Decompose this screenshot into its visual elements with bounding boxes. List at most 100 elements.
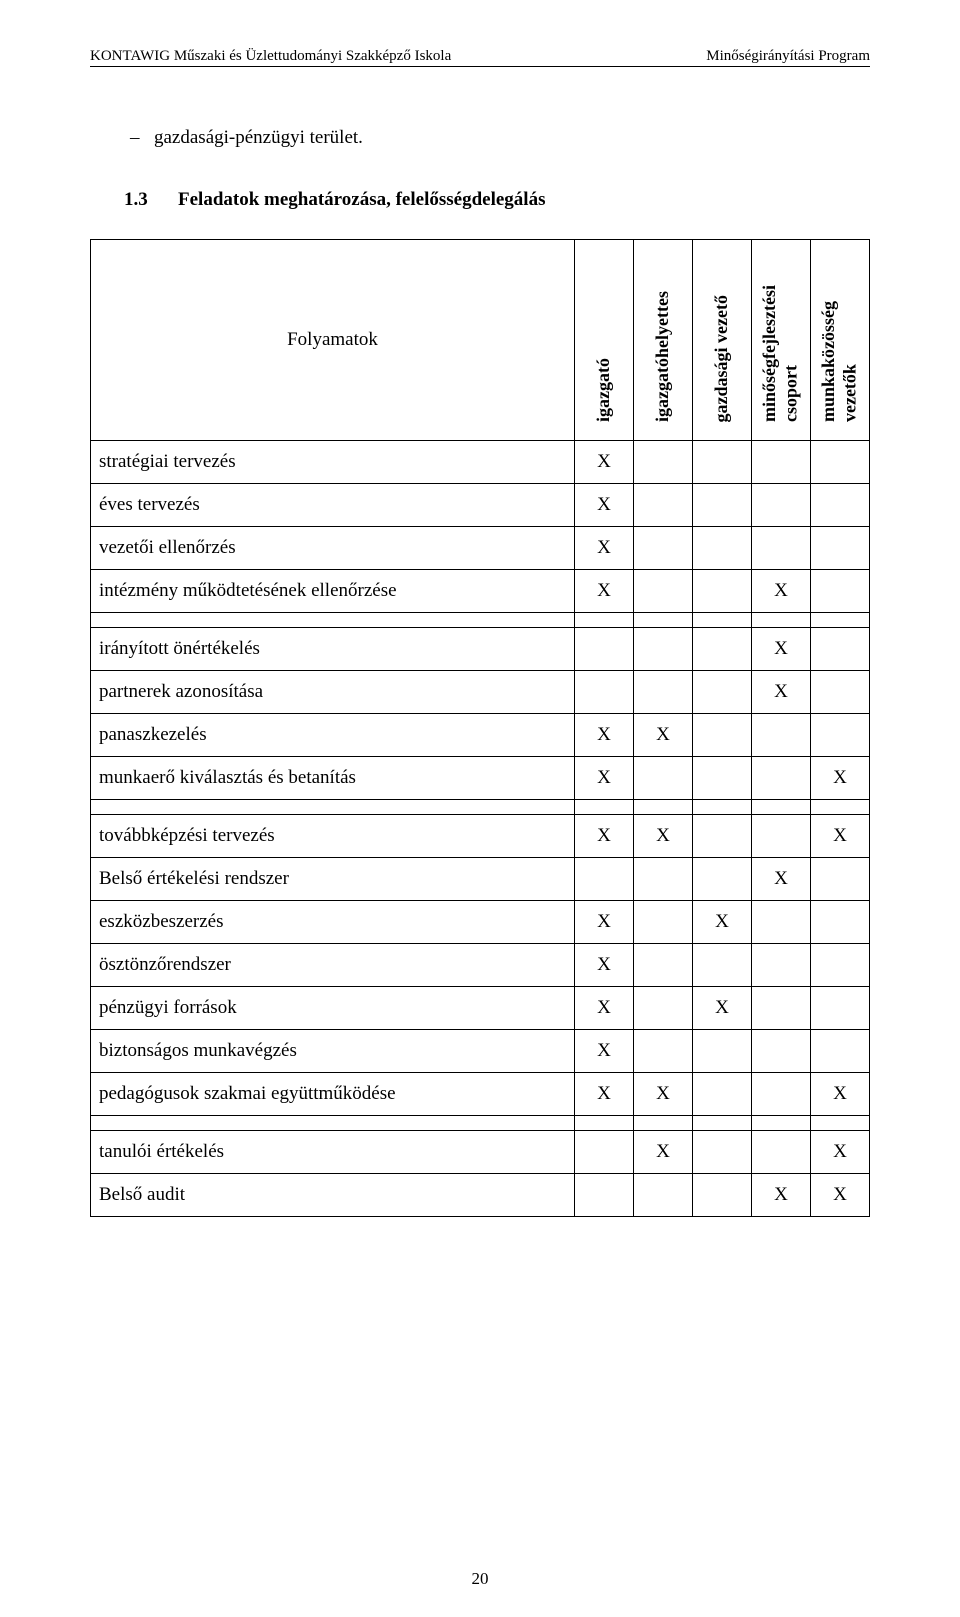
mark-cell: X <box>752 1174 811 1217</box>
row-label: munkaerő kiválasztás és betanítás <box>91 757 575 800</box>
mark-cell: X <box>693 987 752 1030</box>
heading-text: Feladatok meghatározása, felelősségdeleg… <box>178 189 545 211</box>
mark-cell: X <box>634 1073 693 1116</box>
mark-cell: X <box>575 570 634 613</box>
table-head: Folyamatok igazgatóigazgatóhelyettesgazd… <box>91 240 870 441</box>
header-right: Minőségirányítási Program <box>706 48 870 65</box>
mark-cell <box>634 527 693 570</box>
column-header-text: minőségfejlesztési csoport <box>759 275 802 432</box>
mark-cell <box>752 714 811 757</box>
mark-cell <box>811 1030 870 1073</box>
mark-cell <box>693 944 752 987</box>
header-left: KONTAWIG Műszaki és Üzlettudományi Szakk… <box>90 48 451 65</box>
table-row: Belső auditXX <box>91 1174 870 1217</box>
mark-cell <box>811 901 870 944</box>
table-row: biztonságos munkavégzésX <box>91 1030 870 1073</box>
dash-icon: – <box>130 127 154 149</box>
mark-cell: X <box>575 901 634 944</box>
mark-cell <box>634 484 693 527</box>
mark-cell <box>752 944 811 987</box>
mark-cell: X <box>575 484 634 527</box>
mark-cell <box>634 1174 693 1217</box>
mark-cell <box>811 858 870 901</box>
mark-cell: X <box>752 858 811 901</box>
section-heading: 1.3 Feladatok meghatározása, felelősségd… <box>124 189 870 211</box>
mark-cell <box>811 944 870 987</box>
mark-cell <box>752 484 811 527</box>
mark-cell <box>634 858 693 901</box>
group-spacer <box>91 1116 870 1131</box>
mark-cell <box>693 1174 752 1217</box>
mark-cell <box>634 987 693 1030</box>
body-section: – gazdasági-pénzügyi terület. 1.3 Felada… <box>90 127 870 1217</box>
mark-cell <box>752 757 811 800</box>
mark-cell <box>811 671 870 714</box>
mark-cell: X <box>575 757 634 800</box>
mark-cell: X <box>634 1131 693 1174</box>
mark-cell <box>575 671 634 714</box>
mark-cell <box>575 1174 634 1217</box>
table-row: pénzügyi forrásokXX <box>91 987 870 1030</box>
row-label: Belső audit <box>91 1174 575 1217</box>
column-header-text: igazgató <box>593 348 615 432</box>
table-row: partnerek azonosításaX <box>91 671 870 714</box>
mark-cell: X <box>811 1073 870 1116</box>
column-header-text: igazgatóhelyettes <box>652 281 674 432</box>
mark-cell: X <box>575 815 634 858</box>
bullet-line: – gazdasági-pénzügyi terület. <box>130 127 870 149</box>
row-label: tanulói értékelés <box>91 1131 575 1174</box>
row-label: vezetői ellenőrzés <box>91 527 575 570</box>
table-row: stratégiai tervezésX <box>91 441 870 484</box>
heading-number: 1.3 <box>124 189 178 211</box>
table-row: eszközbeszerzésXX <box>91 901 870 944</box>
table-row: továbbképzési tervezésXXX <box>91 815 870 858</box>
mark-cell <box>811 714 870 757</box>
mark-cell <box>693 484 752 527</box>
mark-cell <box>693 858 752 901</box>
mark-cell: X <box>575 1073 634 1116</box>
mark-cell <box>693 1030 752 1073</box>
table-row: irányított önértékelésX <box>91 628 870 671</box>
table-row: tanulói értékelés X X <box>91 1131 870 1174</box>
table-row: panaszkezelésXX <box>91 714 870 757</box>
mark-cell <box>634 757 693 800</box>
mark-cell <box>693 815 752 858</box>
process-column-header: Folyamatok <box>91 240 575 441</box>
mark-cell <box>634 944 693 987</box>
mark-cell <box>752 1030 811 1073</box>
mark-cell <box>693 1073 752 1116</box>
row-label: stratégiai tervezés <box>91 441 575 484</box>
mark-cell <box>575 628 634 671</box>
mark-cell: X <box>811 1131 870 1174</box>
mark-cell: X <box>811 757 870 800</box>
mark-cell <box>634 570 693 613</box>
row-label: Belső értékelési rendszer <box>91 858 575 901</box>
row-label: pedagógusok szakmai együttműködése <box>91 1073 575 1116</box>
mark-cell <box>752 441 811 484</box>
row-label: panaszkezelés <box>91 714 575 757</box>
mark-cell <box>811 484 870 527</box>
mark-cell: X <box>752 570 811 613</box>
mark-cell <box>752 901 811 944</box>
column-header: igazgatóhelyettes <box>634 240 693 441</box>
mark-cell <box>811 628 870 671</box>
row-label: pénzügyi források <box>91 987 575 1030</box>
responsibility-matrix-table: Folyamatok igazgatóigazgatóhelyettesgazd… <box>90 239 870 1217</box>
table-row: intézmény működtetésének ellenőrzéseXX <box>91 570 870 613</box>
table-row: Belső értékelési rendszer X <box>91 858 870 901</box>
mark-cell: X <box>752 671 811 714</box>
table-row: pedagógusok szakmai együttműködéseXXX <box>91 1073 870 1116</box>
mark-cell <box>811 570 870 613</box>
mark-cell <box>634 628 693 671</box>
column-header: igazgató <box>575 240 634 441</box>
mark-cell <box>693 1131 752 1174</box>
mark-cell <box>811 441 870 484</box>
table-body: stratégiai tervezésXéves tervezésXvezető… <box>91 441 870 1217</box>
row-label: éves tervezés <box>91 484 575 527</box>
mark-cell <box>693 757 752 800</box>
mark-cell <box>575 858 634 901</box>
mark-cell: X <box>811 815 870 858</box>
mark-cell <box>693 527 752 570</box>
mark-cell: X <box>575 527 634 570</box>
mark-cell: X <box>634 815 693 858</box>
